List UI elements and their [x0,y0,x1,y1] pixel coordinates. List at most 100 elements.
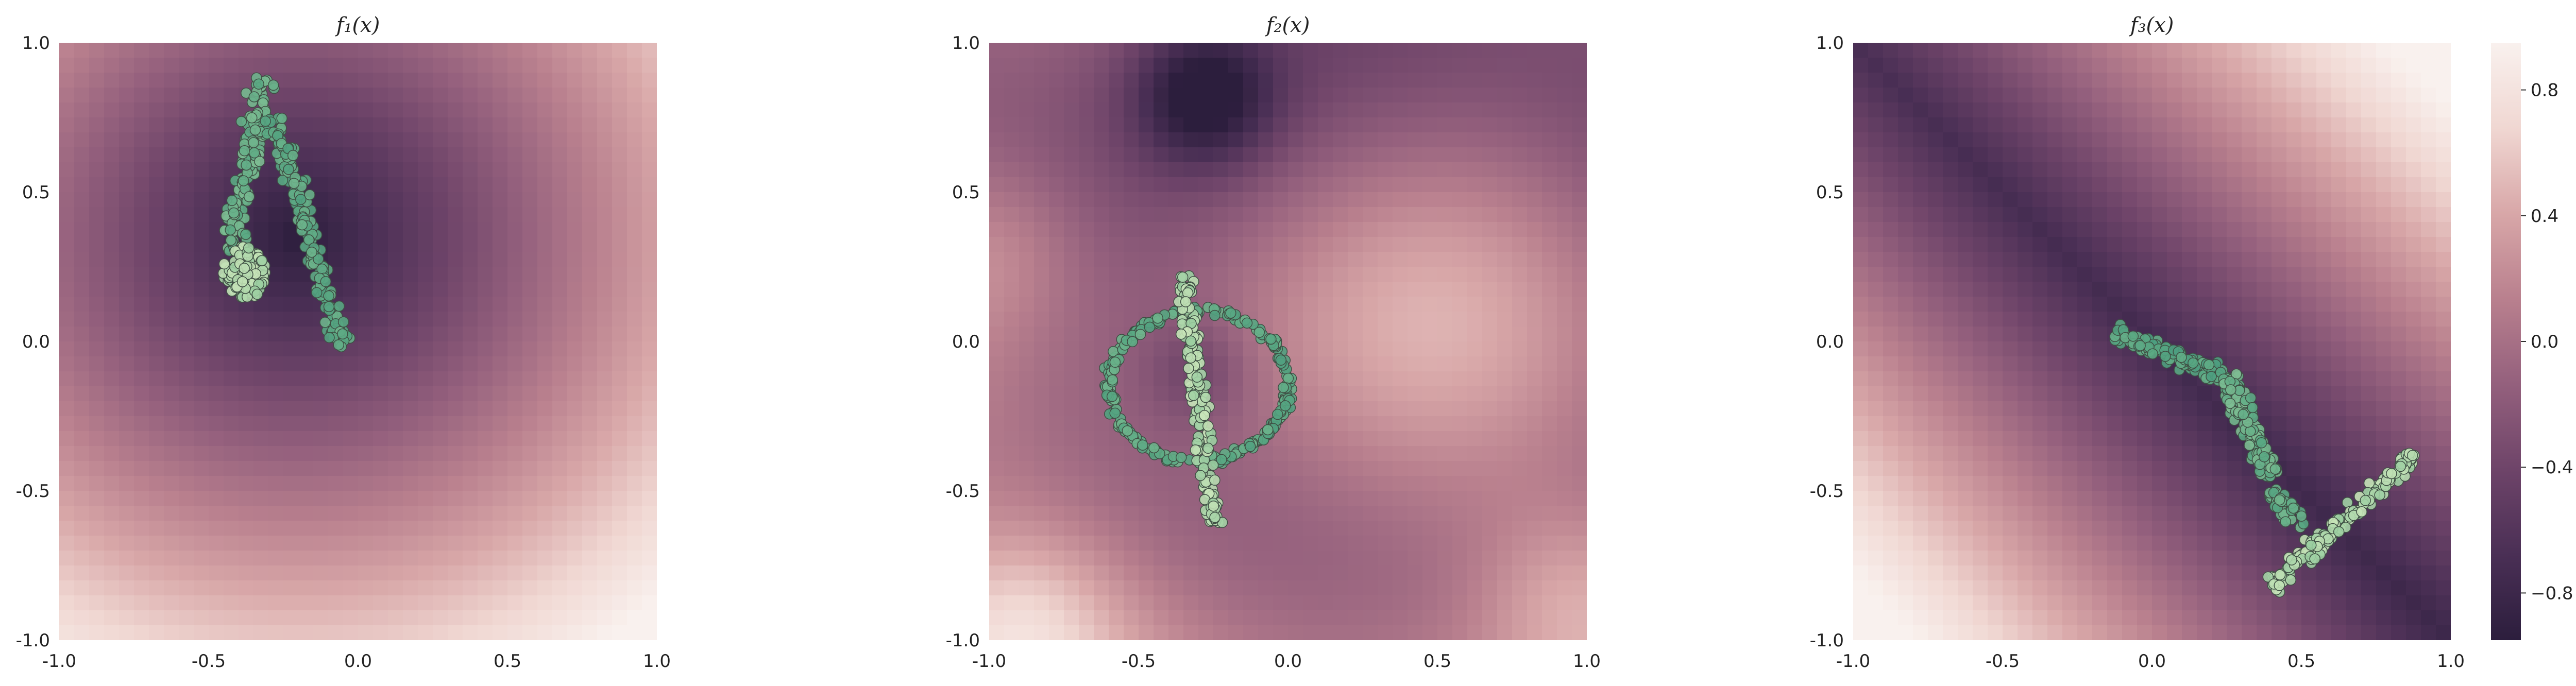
heatmap-cell [1557,431,1572,447]
heatmap-cell [59,565,75,581]
heatmap-cell [253,476,269,491]
heatmap-cell [1452,431,1468,447]
heatmap-cell [328,401,344,417]
heatmap-cell [209,580,224,596]
heatmap-cell [328,595,344,611]
heatmap-cell [2137,177,2153,193]
heatmap-cell [2137,192,2153,208]
heatmap-cell [1393,132,1408,148]
heatmap-cell [1363,177,1378,193]
heatmap-cell [478,312,493,327]
scatter-point [1209,474,1221,486]
heatmap-cell [612,356,628,372]
heatmap-cell [478,625,493,640]
heatmap-cell [373,267,388,282]
heatmap-cell [1913,132,1928,148]
heatmap-cell [283,565,299,581]
heatmap-cell [2062,401,2078,417]
heatmap-cell [74,312,90,327]
heatmap-cell [1049,341,1064,357]
heatmap-cell [2062,282,2078,297]
heatmap-cell [1168,401,1184,417]
heatmap-cell [1467,117,1483,133]
heatmap-cell [1094,580,1109,596]
heatmap-cell [283,536,299,551]
heatmap-cell [522,132,538,148]
heatmap-cell [59,282,75,297]
heatmap-cell [2077,580,2093,596]
heatmap-cell [134,431,149,447]
heatmap-cell [989,192,1005,208]
heatmap-cell [1348,312,1363,327]
heatmap-cell [552,446,568,461]
heatmap-cell [1168,147,1184,163]
heatmap-cell [1988,43,2003,58]
heatmap-cell [1422,506,1438,521]
heatmap-cell [403,401,418,417]
heatmap-cell [194,461,209,476]
heatmap-cell [1378,491,1393,506]
heatmap-cell [119,162,134,178]
heatmap-cell [1288,162,1303,178]
heatmap-cell [1482,371,1498,387]
heatmap-cell [1868,222,1884,237]
heatmap-cell [1213,192,1229,208]
heatmap-cell [2062,267,2078,282]
heatmap-cell [2167,476,2182,491]
heatmap-cell [239,610,254,626]
heatmap-cell [2092,73,2108,88]
heatmap-cell [119,431,134,447]
heatmap-cell [74,416,90,432]
heatmap-cell [463,506,478,521]
heatmap-cell [1868,102,1884,118]
heatmap-cell [179,312,194,327]
heatmap-cell [1482,341,1498,357]
heatmap-cell [1572,147,1587,163]
heatmap-cell [1049,252,1064,267]
heatmap-cell [1527,401,1543,417]
heatmap-cell [2003,356,2018,372]
heatmap-cell [1064,446,1079,461]
heatmap-cell [2167,267,2182,282]
heatmap-cell [2003,222,2018,237]
heatmap-cell [298,521,314,536]
heatmap-cell [1943,371,1958,387]
heatmap-cell [1868,327,1884,342]
heatmap-cell [268,610,284,626]
heatmap-cell [373,341,388,357]
heatmap-cell [149,356,164,372]
heatmap-cell [328,386,344,402]
heatmap-cell [1243,476,1259,491]
heatmap-cell [1497,461,1513,476]
heatmap-cell [1527,58,1543,73]
heatmap-cell [1064,58,1079,73]
heatmap-cell [627,327,642,342]
heatmap-cell [104,177,120,193]
heatmap-cell [989,371,1005,387]
heatmap-cell [522,595,538,611]
heatmap-cell [194,386,209,402]
heatmap-cell [283,327,299,342]
heatmap-cell [1288,536,1303,551]
heatmap-cell [2107,401,2123,417]
heatmap-cell [1557,521,1572,536]
heatmap-cell [1034,327,1049,342]
heatmap-cell [478,580,493,596]
heatmap-cell [328,207,344,222]
heatmap-cell [373,207,388,222]
heatmap-cell [1913,371,1928,387]
heatmap-cell [418,222,433,237]
heatmap-cell [2092,341,2108,357]
heatmap-cell [2018,521,2033,536]
heatmap-cell [2137,356,2153,372]
heatmap-cell [1273,252,1289,267]
heatmap-cell [388,192,403,208]
heatmap-cell [313,580,329,596]
heatmap-cell [2003,506,2018,521]
heatmap-cell [418,207,433,222]
heatmap-cell [1049,431,1064,447]
heatmap-cell [1034,341,1049,357]
heatmap-cell [612,88,628,103]
heatmap-cell [493,177,508,193]
heatmap-cell [418,312,433,327]
